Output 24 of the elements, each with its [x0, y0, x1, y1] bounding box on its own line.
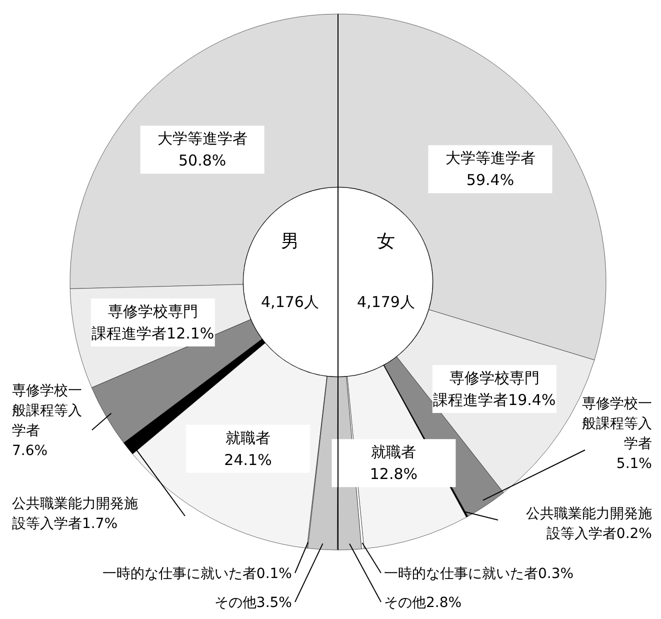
data-label: 12.8%: [370, 465, 418, 484]
slice-label: 専修学校専門課程進学者19.4%: [433, 369, 556, 410]
legend-label: 公共職業能力開発施設等入学者0.2%: [526, 506, 652, 542]
slice-label: 就職者: [371, 443, 416, 462]
slice-label: その他3.5%: [214, 595, 292, 611]
slice-label: 専修学校専門課程進学者12.1%: [92, 302, 214, 342]
text: 女: [377, 231, 395, 252]
text: 4,176人: [261, 293, 319, 311]
slice-label: 就職者: [226, 428, 271, 447]
slice-label: その他2.8%: [384, 595, 462, 611]
data-label: 50.8%: [178, 152, 226, 170]
slice-label: 一時的な仕事に就いた者0.1%: [102, 566, 292, 582]
data-label: 24.1%: [224, 450, 272, 469]
data-label: 5.1%: [616, 456, 652, 472]
slice-label: 大学等進学者: [445, 149, 536, 168]
slice-label: 公共職業能力開発施設等入学者1.7%: [12, 496, 138, 532]
slice-label: 専修学校一般課程等入学者: [12, 383, 82, 439]
data-label: 7.6%: [12, 443, 48, 459]
slice-label: 大学等進学者: [157, 130, 248, 148]
slice-label: 一時的な仕事に就いた者0.3%: [384, 566, 574, 582]
data-label: 59.4%: [466, 171, 514, 190]
text: 男: [281, 231, 299, 252]
text: 4,179人: [357, 293, 415, 311]
slice-label: 専修学校一般課程等入学者: [582, 396, 652, 452]
